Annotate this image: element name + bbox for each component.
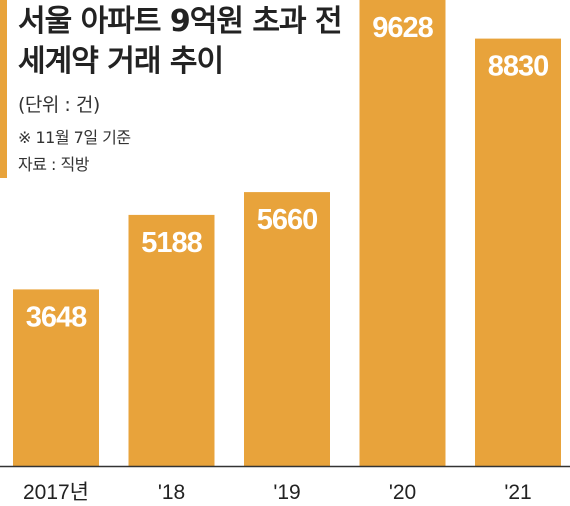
bar-2 [244, 192, 330, 466]
basis-note: ※ 11월 7일 기준 [18, 128, 131, 147]
bar-0 [13, 289, 99, 466]
bar-4 [475, 38, 561, 466]
bar-value-label-3: 9628 [372, 12, 433, 44]
bar-group [13, 0, 561, 466]
x-tick-label-1: '18 [158, 481, 185, 504]
bar-value-label-0: 3648 [26, 301, 87, 333]
bar-value-label-4: 8830 [488, 51, 549, 83]
bar-value-label-1: 5188 [141, 227, 202, 259]
value-label-group: 3648 5188 5660 9628 8830 [26, 12, 550, 333]
bar-1 [128, 214, 215, 466]
x-tick-label-4: '21 [504, 481, 531, 504]
bar-value-label-2: 5660 [257, 204, 318, 236]
x-tick-label-2: '19 [273, 481, 300, 504]
title-accent-bar [0, 0, 7, 178]
x-tick-label-0: 2017년 [23, 481, 89, 504]
x-tick-label-3: '20 [389, 481, 416, 504]
bar-3 [359, 0, 446, 466]
x-tick-label-group: 2017년 '18 '19 '20 '21 [23, 481, 532, 504]
unit-note: (단위 : 건) [18, 94, 100, 116]
chart-title: 서울 아파트 9억원 초과 전세계약 거래 추이 [18, 4, 343, 79]
source-note: 자료 : 직방 [18, 155, 89, 174]
